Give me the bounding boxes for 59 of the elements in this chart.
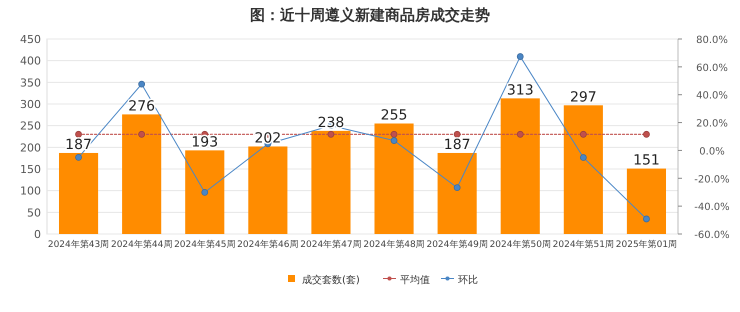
y2-tick-label: 60.0% bbox=[696, 62, 728, 74]
data-label: 297 bbox=[570, 89, 597, 106]
y-tick-label: 250 bbox=[20, 120, 41, 133]
y-tick-label: 100 bbox=[20, 184, 41, 198]
y-tick-label: 450 bbox=[20, 33, 41, 46]
point bbox=[390, 137, 398, 144]
y-tick-label: 200 bbox=[20, 141, 41, 154]
x-tick-label: 2024年第45周 bbox=[174, 239, 236, 250]
y2-tick-label: -40.0% bbox=[694, 202, 730, 214]
y2-tick-label: -60.0% bbox=[694, 230, 730, 241]
data-label: 187 bbox=[444, 136, 471, 153]
x-tick-label: 2024年第49周 bbox=[426, 239, 488, 250]
chart-title: 图：近十周遵义新建商品房成交走势 bbox=[250, 6, 490, 24]
point bbox=[516, 53, 524, 60]
bar bbox=[438, 152, 477, 234]
y-tick-label: 150 bbox=[20, 163, 41, 176]
point bbox=[75, 154, 82, 161]
point bbox=[643, 216, 650, 222]
x-tick-label: 2024年第51周 bbox=[552, 239, 614, 250]
x-tick-label: 2025年第01周 bbox=[616, 239, 678, 250]
bar bbox=[248, 146, 288, 234]
bar bbox=[185, 150, 224, 234]
x-tick-label: 2024年第44周 bbox=[110, 239, 172, 250]
y2-tick-label: 80.0% bbox=[696, 35, 728, 46]
bar bbox=[626, 168, 666, 234]
data-label: 238 bbox=[318, 114, 344, 131]
data-label: 276 bbox=[128, 98, 156, 114]
y2-tick-label: 0.0% bbox=[699, 146, 725, 158]
legend-label: 环比 bbox=[458, 274, 478, 286]
y-tick-label: 300 bbox=[20, 98, 41, 111]
legend-label: 平均值 bbox=[400, 274, 430, 286]
bar bbox=[58, 152, 98, 234]
data-label: 193 bbox=[191, 134, 218, 150]
point bbox=[454, 184, 461, 192]
x-tick-label: 2024年第43周 bbox=[48, 239, 110, 250]
point bbox=[580, 154, 587, 161]
y2-tick-label: 40.0% bbox=[696, 90, 728, 102]
y-tick-label: 400 bbox=[20, 54, 41, 68]
bar bbox=[122, 114, 162, 234]
y2-tick-label: 20.0% bbox=[696, 118, 728, 130]
x-tick-label: 2024年第46周 bbox=[237, 239, 299, 250]
y2-tick-label: -20.0% bbox=[694, 174, 730, 186]
bar bbox=[374, 124, 414, 234]
bar bbox=[311, 130, 351, 234]
bar bbox=[500, 98, 540, 234]
data-label: 202 bbox=[254, 130, 282, 146]
y-tick-label: 0 bbox=[34, 228, 41, 241]
point bbox=[201, 188, 208, 196]
legend-label: 成交套数(套) bbox=[302, 274, 360, 286]
bar bbox=[564, 105, 603, 234]
y-tick-label: 350 bbox=[20, 76, 41, 90]
data-label: 255 bbox=[380, 108, 408, 124]
data-label: 313 bbox=[506, 82, 534, 98]
y-tick-label: 50 bbox=[27, 206, 41, 220]
x-tick-label: 2024年第47周 bbox=[300, 239, 362, 250]
x-tick-label: 2024年第48周 bbox=[363, 239, 425, 250]
x-tick-label: 2024年第50周 bbox=[490, 239, 551, 250]
data-label: 151 bbox=[633, 152, 660, 169]
point bbox=[138, 80, 146, 88]
